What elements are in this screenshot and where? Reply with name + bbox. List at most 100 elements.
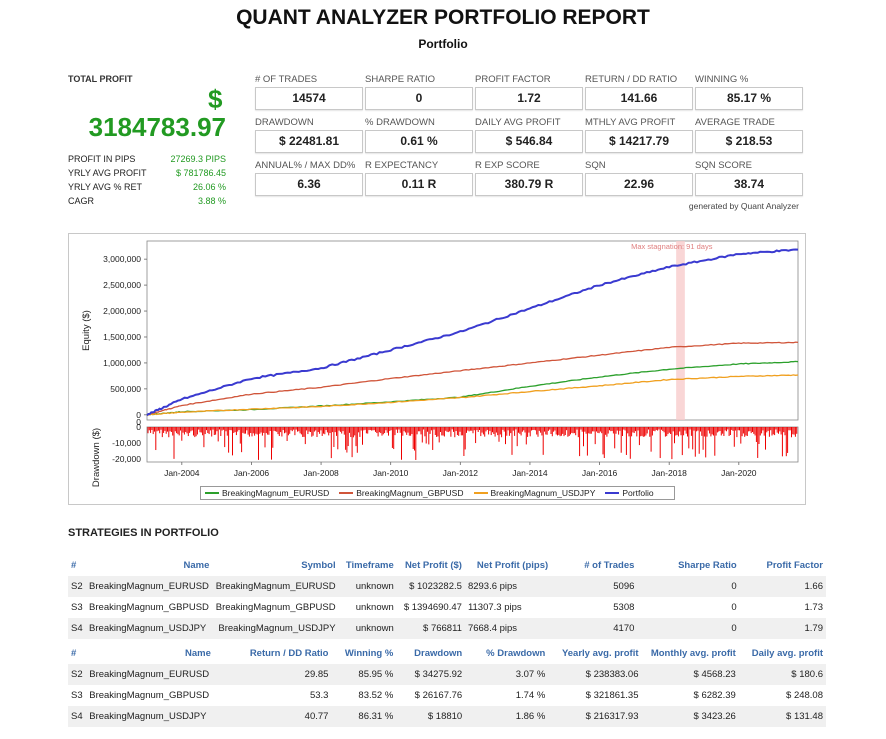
metric-value: 0.61 % <box>365 130 473 153</box>
cell: 1.74 % <box>515 690 546 701</box>
metric-label: RETURN / DD RATIO <box>585 74 678 85</box>
column-header: # <box>71 648 77 659</box>
y-tick-label: 500,000 <box>110 384 141 394</box>
cell: $ 3423.26 <box>641 706 739 727</box>
cell: 0 <box>637 618 740 639</box>
stat-label: YRLY AVG % RET <box>68 182 143 192</box>
column-header: Winning % <box>344 648 394 659</box>
stat-row: YRLY AVG PROFIT $ 781786.45 <box>68 166 226 180</box>
y-tick-label: 1,500,000 <box>103 332 141 342</box>
legend-swatch <box>205 492 219 494</box>
summary-stats: PROFIT IN PIPS 27269.3 PIPS YRLY AVG PROF… <box>68 152 226 208</box>
table-row: S4 BreakingMagnum_USDJPY BreakingMagnum_… <box>68 618 826 639</box>
series-line-BreakingMagnum_USDJPY <box>146 374 799 416</box>
legend-label: Portfolio <box>622 488 654 498</box>
column-header: Timeframe <box>345 560 394 571</box>
table-row: S2 BreakingMagnum_EURUSD BreakingMagnum_… <box>68 576 826 597</box>
table-header-row: # Name Return / DD Ratio Winning % Drawd… <box>68 643 826 664</box>
metric-value: $ 14217.79 <box>585 130 693 153</box>
stagnation-annotation: Max stagnation: 91 days <box>631 242 713 251</box>
x-tick-label: Jan-2016 <box>582 468 618 478</box>
table-row: S3 BreakingMagnum_GBPUSD 53.3 83.52 % $ … <box>68 685 826 706</box>
x-tick-label: Jan-2008 <box>303 468 339 478</box>
cell: BreakingMagnum_USDJPY <box>86 618 213 639</box>
legend-item: BreakingMagnum_EURUSD <box>205 488 329 498</box>
drawdown-tick-label: -20,000 <box>112 454 141 464</box>
cell: $ 248.08 <box>786 690 823 701</box>
drawdown-tick-label: -10,000 <box>112 438 141 448</box>
metric-value: $ 218.53 <box>695 130 803 153</box>
report-subtitle: Portfolio <box>418 37 468 51</box>
column-header: % Drawdown <box>486 648 546 659</box>
cell: $ 180.6 <box>738 664 826 685</box>
cell: 0 <box>731 602 737 613</box>
metric-label: DRAWDOWN <box>255 117 314 128</box>
cell: S3 <box>71 602 83 613</box>
strategies-table-1: # Name Symbol Timeframe Net Profit ($) N… <box>68 555 826 639</box>
stat-value: 26.06 % <box>192 182 226 192</box>
y-tick-label: 2,500,000 <box>103 280 141 290</box>
metric-value: $ 22481.81 <box>255 130 363 153</box>
column-header: Name <box>185 648 211 659</box>
metric-label: R EXP SCORE <box>475 160 540 171</box>
legend-item: BreakingMagnum_USDJPY <box>473 488 596 498</box>
table-row: S3 BreakingMagnum_GBPUSD BreakingMagnum_… <box>68 597 826 618</box>
column-header: Net Profit (pips) <box>476 560 549 571</box>
total-profit-value: 3184783.97 <box>88 112 226 142</box>
cell: 1.66 <box>739 576 826 597</box>
metric-profit-factor: PROFIT FACTOR 1.72 <box>475 74 583 110</box>
x-tick-label: Jan-2012 <box>443 468 479 478</box>
cell: 40.77 <box>213 706 332 727</box>
metric-value: 0.11 R <box>365 173 473 196</box>
column-header: Return / DD Ratio <box>249 648 329 659</box>
cell: BreakingMagnum_GBPUSD <box>89 602 209 613</box>
column-header: # of Trades <box>584 560 635 571</box>
cell: $ 766811 <box>396 618 465 639</box>
cell: $ 321861.35 <box>585 690 639 701</box>
metric-label: SQN <box>585 160 606 171</box>
cell: $ 18810 <box>396 706 466 727</box>
cell: 4170 <box>551 618 638 639</box>
column-header: # <box>71 560 77 571</box>
cell: BreakingMagnum_GBPUSD <box>89 690 210 701</box>
cell: $ 34275.92 <box>396 664 466 685</box>
cell: $ 1394690.47 <box>403 602 462 613</box>
metric-value: 14574 <box>255 87 363 110</box>
stat-row: PROFIT IN PIPS 27269.3 PIPS <box>68 152 226 166</box>
legend-label: BreakingMagnum_USDJPY <box>490 488 596 498</box>
cell: S3 <box>71 690 83 701</box>
stat-value: $ 781786.45 <box>175 168 226 178</box>
metric-label: DAILY AVG PROFIT <box>475 117 561 128</box>
metric-r-exp-score: R EXP SCORE 380.79 R <box>475 160 583 196</box>
legend-item: BreakingMagnum_GBPUSD <box>339 488 464 498</box>
column-header: Name <box>183 560 210 571</box>
metric-value: 6.36 <box>255 173 363 196</box>
metric-label: WINNING % <box>695 74 749 85</box>
cell: 83.52 % <box>358 690 394 701</box>
cell: unknown <box>355 602 394 613</box>
stat-value: 27269.3 PIPS <box>170 154 226 164</box>
cell: BreakingMagnum_GBPUSD <box>215 602 336 613</box>
metric-drawdown: DRAWDOWN $ 22481.81 <box>255 117 363 153</box>
drawdown-tick-label: 0 <box>136 422 141 432</box>
cell: $ 131.48 <box>738 706 826 727</box>
metric-winning: WINNING % 85.17 % <box>695 74 803 110</box>
cell: BreakingMagnum_USDJPY <box>86 706 214 727</box>
metric-label: ANNUAL% / MAX DD% <box>255 160 356 171</box>
drawdown-tick-label: 0 <box>136 417 141 427</box>
metric-daily-avg: DAILY AVG PROFIT $ 546.84 <box>475 117 583 153</box>
metric-sharpe: SHARPE RATIO 0 <box>365 74 473 110</box>
cell: 11307.3 pips <box>467 602 522 613</box>
metric-value: 1.72 <box>475 87 583 110</box>
cell: unknown <box>338 618 397 639</box>
cell: 85.95 % <box>331 664 397 685</box>
legend-swatch <box>605 492 620 494</box>
cell: 29.85 <box>213 664 332 685</box>
y-tick-label: 3,000,000 <box>103 254 141 264</box>
equity-plot-area <box>146 240 799 421</box>
column-header: Symbol <box>301 560 336 571</box>
cell: 5308 <box>613 602 635 613</box>
report-title: QUANT ANALYZER PORTFOLIO REPORT <box>236 6 650 29</box>
cell: unknown <box>338 576 397 597</box>
metric-label: AVERAGE TRADE <box>695 117 775 128</box>
